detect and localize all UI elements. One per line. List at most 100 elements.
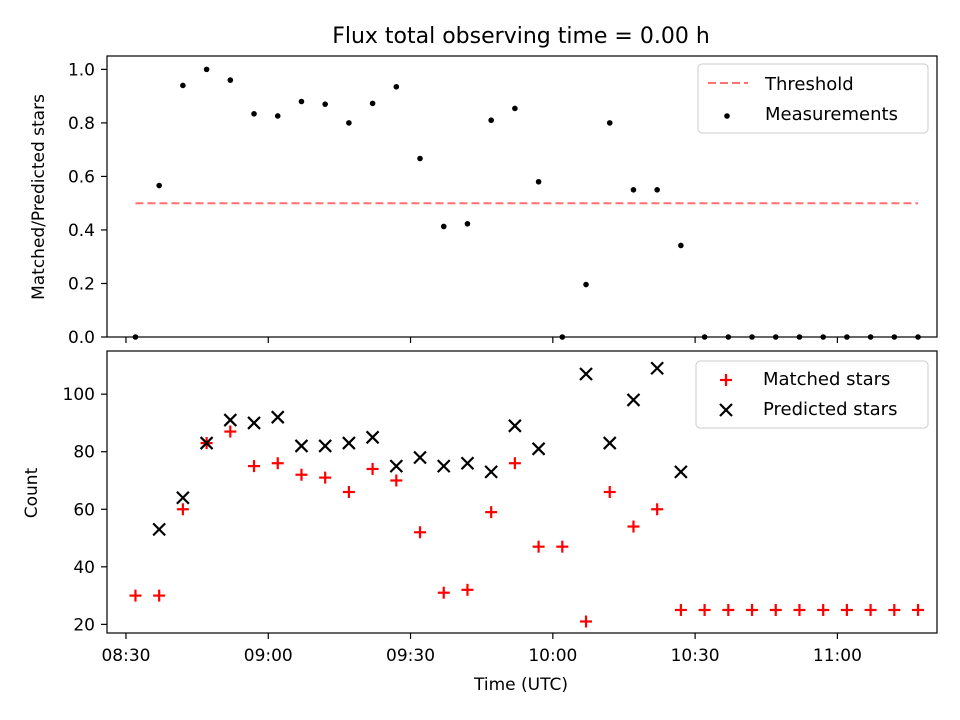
predicted-star-point (650, 361, 664, 376)
count-legend: Matched stars Predicted stars (695, 360, 929, 429)
measurement-point (180, 82, 186, 89)
count-x-axis: 08:30 09:00 09:30 10:00 10:30 11:00 (101, 633, 862, 666)
count-legend-frame (695, 360, 929, 429)
measurement-point (393, 83, 400, 90)
predicted-star-point (579, 367, 593, 381)
matched-star-point (485, 506, 498, 519)
ratio-legend: Threshold Measurements (697, 63, 929, 134)
legend-measurements-swatch (724, 113, 730, 119)
predicted-star-point (270, 410, 285, 424)
measurement-point (725, 334, 732, 340)
matched-star-point (508, 457, 521, 470)
predicted-star-point (176, 490, 190, 505)
measurement-point (844, 334, 850, 340)
count-x-tick-label: 08:30 (101, 646, 150, 666)
matched-star-point (176, 503, 189, 516)
matched-star-point (840, 603, 853, 616)
measurement-point (654, 187, 660, 193)
ratio-y-tick-label: 0.2 (68, 274, 95, 294)
matched-star-point (295, 468, 308, 481)
count-y-tick-label: 80 (73, 443, 95, 463)
predicted-star-point (413, 450, 427, 465)
count-plot-frame (106, 350, 938, 634)
matched-star-point (603, 486, 616, 498)
count-y-tick-label: 60 (73, 500, 95, 520)
measurement-point (156, 182, 162, 189)
measurement-point (535, 178, 542, 185)
measurement-point (322, 101, 328, 107)
predicted-star-point (508, 419, 522, 433)
ratio-legend-frame (697, 63, 929, 134)
predicted-star-point (294, 439, 309, 453)
predicted-star-point (199, 436, 214, 450)
count-x-tick-label: 10:00 (528, 646, 577, 666)
matched-star-point (817, 603, 830, 616)
matched-star-point (888, 603, 901, 616)
predicted-star-point (342, 436, 356, 450)
matched-star-point (674, 603, 687, 616)
matched-stars-points (129, 425, 925, 628)
count-y-axis-label: Count (22, 467, 42, 518)
measurement-point (132, 334, 139, 340)
ratio-y-axis-label: Matched/Predicted stars (29, 94, 49, 300)
count-x-tick-label: 09:00 (244, 646, 293, 666)
matched-star-point (366, 462, 379, 475)
measurement-point (606, 120, 613, 126)
matched-star-point (651, 503, 664, 516)
measurement-point (298, 98, 305, 105)
matched-star-point (248, 460, 261, 473)
legend-matched-label: Matched stars (763, 369, 890, 390)
matched-star-point (580, 615, 593, 628)
matched-star-point (864, 603, 877, 616)
matched-star-point (627, 520, 640, 533)
matched-star-point (224, 425, 237, 438)
legend-matched-swatch (720, 374, 732, 386)
measurement-point (369, 100, 376, 107)
chart-title: Flux total observing time = 0.00 h (332, 24, 710, 49)
matched-star-point (698, 603, 711, 616)
predicted-star-point (247, 416, 261, 430)
predicted-star-point (152, 522, 166, 537)
count-y-tick-label: 100 (63, 385, 95, 405)
measurement-point (488, 117, 494, 124)
legend-threshold-label: Threshold (764, 74, 854, 95)
predicted-star-point (484, 465, 498, 479)
legend-measurements-label: Measurements (765, 104, 898, 125)
ratio-y-tick-label: 0.8 (68, 114, 95, 134)
predicted-star-point (531, 442, 546, 456)
matched-star-point (271, 457, 284, 470)
ratio-x-axis (125, 337, 839, 343)
matched-star-point (319, 471, 332, 484)
predicted-star-point (460, 456, 475, 471)
matched-star-point (414, 526, 427, 539)
count-x-tick-label: 09:30 (386, 646, 435, 666)
matched-star-point (746, 603, 759, 616)
measurement-point (891, 334, 898, 340)
matched-star-point (390, 474, 403, 487)
ratio-y-axis: 0.0 0.2 0.4 0.6 0.8 1.0 (68, 60, 107, 348)
measurement-point (820, 334, 826, 340)
measurement-point (583, 281, 589, 288)
legend-predicted-label: Predicted stars (763, 399, 897, 420)
ratio-y-tick-label: 0.0 (68, 328, 95, 348)
measurement-point (440, 223, 447, 230)
predicted-star-point (389, 459, 404, 473)
matched-star-point (769, 603, 782, 616)
matched-star-point (153, 589, 166, 602)
count-y-tick-label: 40 (73, 558, 95, 578)
matched-star-point (912, 603, 925, 616)
predicted-star-point (365, 430, 380, 445)
legend-predicted-swatch (719, 403, 733, 417)
predicted-star-point (626, 393, 641, 407)
matched-star-point (532, 540, 545, 553)
matched-star-point (437, 586, 450, 599)
measurement-point (701, 334, 708, 340)
predicted-star-point (223, 413, 238, 427)
count-panel: 20 40 60 80 100 08:30 09:00 09:30 10:00 10:30 11:… (22, 350, 938, 695)
count-x-tick-label: 10:30 (671, 646, 720, 666)
count-y-tick-label: 20 (73, 615, 95, 635)
measurement-point (417, 155, 423, 162)
count-y-axis: 20 40 60 80 100 (63, 385, 107, 635)
matched-star-point (342, 486, 355, 498)
